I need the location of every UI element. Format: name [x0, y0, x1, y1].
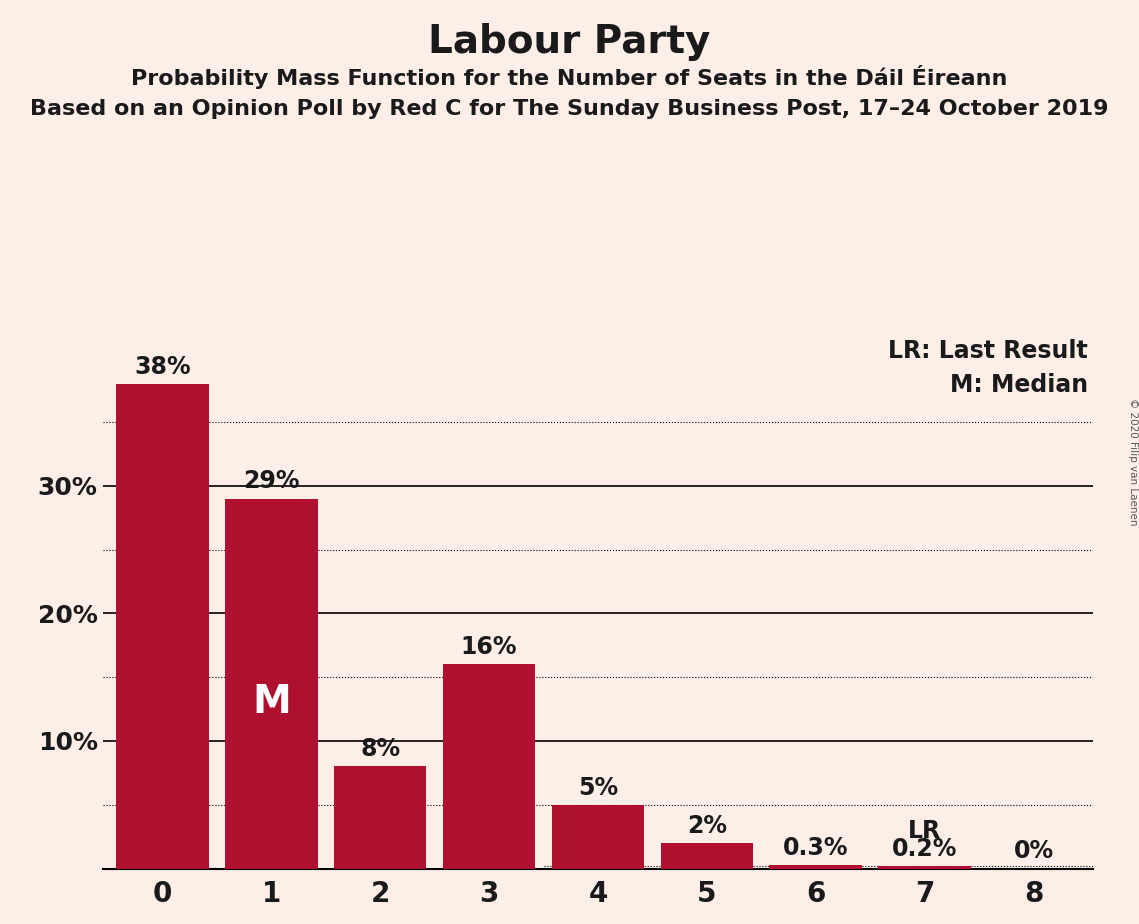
Text: 8%: 8%	[360, 737, 400, 761]
Bar	[661, 843, 753, 869]
Text: 0.2%: 0.2%	[892, 837, 958, 861]
Text: LR: LR	[908, 819, 941, 843]
Bar	[770, 865, 862, 869]
Bar	[116, 383, 208, 869]
Text: LR: Last Result: LR: Last Result	[888, 339, 1088, 363]
Text: 0%: 0%	[1014, 840, 1054, 863]
Text: M: M	[252, 683, 290, 721]
Text: 2%: 2%	[687, 814, 727, 838]
Text: 29%: 29%	[243, 469, 300, 493]
Text: 5%: 5%	[577, 775, 618, 799]
Text: 16%: 16%	[461, 636, 517, 660]
Bar	[878, 866, 970, 869]
Bar	[551, 805, 645, 869]
Bar	[334, 767, 426, 869]
Text: Labour Party: Labour Party	[428, 23, 711, 61]
Text: 38%: 38%	[134, 355, 190, 379]
Bar	[443, 664, 535, 869]
Text: Probability Mass Function for the Number of Seats in the Dáil Éireann: Probability Mass Function for the Number…	[131, 65, 1008, 89]
Text: © 2020 Filip van Laenen: © 2020 Filip van Laenen	[1129, 398, 1138, 526]
Bar	[226, 499, 318, 869]
Text: 0.3%: 0.3%	[782, 835, 849, 859]
Text: M: Median: M: Median	[950, 373, 1088, 397]
Text: Based on an Opinion Poll by Red C for The Sunday Business Post, 17–24 October 20: Based on an Opinion Poll by Red C for Th…	[31, 99, 1108, 119]
